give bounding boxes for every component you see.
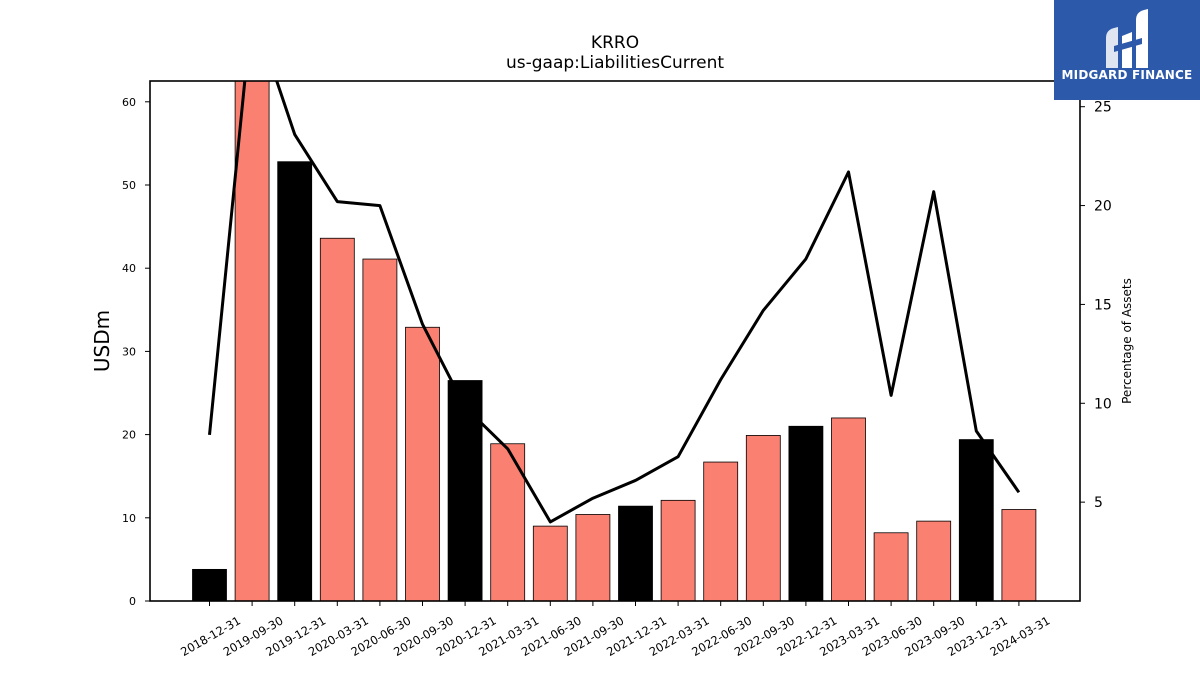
bar	[532, 525, 568, 601]
bar	[277, 161, 313, 601]
bar	[958, 439, 994, 601]
y-tick-label: 40	[122, 262, 136, 275]
bar	[192, 568, 227, 601]
chart-title: KRRO	[591, 33, 639, 53]
logo-mark-icon	[1106, 9, 1148, 68]
y-tick-label: 30	[122, 345, 136, 358]
y2-tick-label: 25	[1094, 100, 1112, 116]
bar	[618, 505, 653, 601]
y-tick-label: 60	[122, 96, 136, 109]
logo-text: MIDGARD FINANCE	[1061, 68, 1193, 82]
bar	[319, 237, 355, 601]
bar	[831, 417, 866, 601]
bar-series	[192, 81, 1037, 601]
bar	[234, 81, 270, 601]
y2-tick-label: 15	[1094, 297, 1112, 313]
bar	[447, 380, 483, 601]
line-series	[208, 81, 1021, 524]
bar	[916, 520, 952, 601]
bar	[660, 499, 696, 601]
y2-tick-label: 20	[1094, 199, 1112, 215]
y-axis-label: USDm	[90, 310, 114, 372]
y2-axis-label: Percentage of Assets	[1120, 278, 1134, 404]
bar	[873, 532, 909, 601]
y-tick-label: 0	[129, 595, 136, 608]
chart-subtitle: us-gaap:LiabilitiesCurrent	[506, 53, 724, 73]
bar	[745, 435, 781, 601]
bar	[703, 461, 739, 601]
y-tick-label: 10	[122, 512, 136, 525]
percentage-line	[208, 81, 1021, 524]
bar	[575, 514, 611, 601]
bar	[788, 425, 824, 601]
y-tick-label: 50	[122, 179, 136, 192]
bar	[362, 258, 398, 601]
brand-logo: MIDGARD FINANCE	[1054, 0, 1200, 100]
y2-tick-label: 5	[1094, 495, 1103, 511]
y-tick-label: 20	[122, 429, 136, 442]
y2-tick-label: 10	[1094, 396, 1112, 412]
bar	[405, 326, 440, 601]
plot-frame	[149, 80, 1081, 602]
bar	[1001, 509, 1037, 601]
